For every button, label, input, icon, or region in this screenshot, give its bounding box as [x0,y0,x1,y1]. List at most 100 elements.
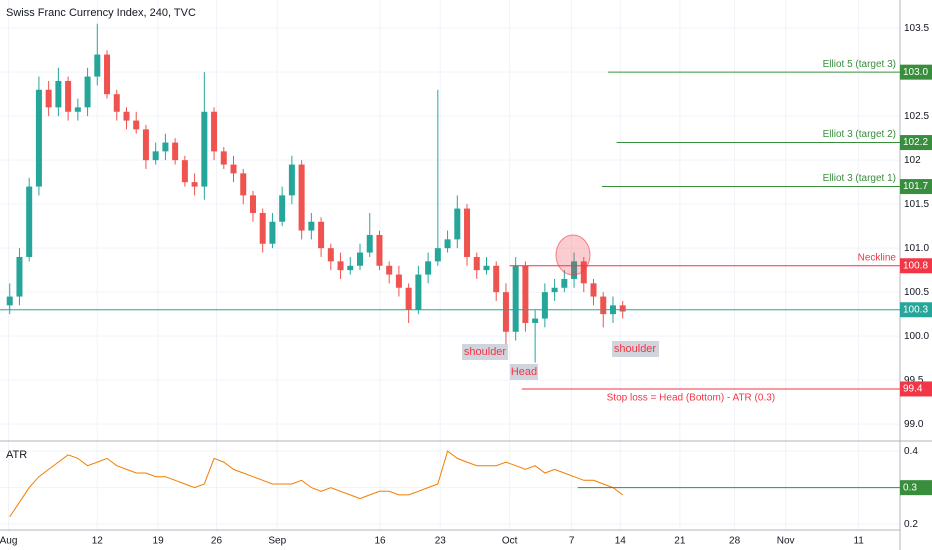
pattern-label: shoulder [464,346,507,358]
candle-body [65,80,72,112]
candle-body [55,80,62,108]
candle-body [104,54,111,95]
price-label-box [900,135,932,151]
price-label-box [900,302,932,318]
annotation-text: Elliot 3 (target 1) [823,173,896,184]
x-tick-label: 16 [375,536,387,547]
candle-body [123,111,130,121]
price-label-box [900,480,932,496]
candle-body [502,292,509,332]
label-box [462,344,508,360]
candle-body [152,151,159,161]
candle-body [279,195,286,222]
candle-body [522,265,529,323]
candle-body [376,234,383,266]
atr-line [9,450,624,518]
candle-body [259,212,266,244]
candle-body [6,296,13,306]
candle-body [619,305,626,312]
x-tick-label: 23 [435,536,447,547]
candle-body [162,142,169,152]
x-tick-label: 28 [729,536,741,547]
x-tick-label: 19 [153,536,165,547]
candle-body [26,186,33,257]
price-label: 101.7 [903,181,928,192]
candle-body [318,221,325,249]
candle-body [425,261,432,275]
price-label: 99.4 [903,384,923,395]
annotation-text: Elliot 3 (target 2) [823,129,896,140]
candle-body [327,248,334,262]
candle-body [84,76,91,108]
annotation-text: Elliot 5 (target 3) [823,59,896,70]
price-label: 0.3 [903,482,917,493]
candle-body [240,173,247,196]
y-tick-label: 102 [904,155,921,166]
candle-body [444,239,451,249]
candle-body [298,164,305,231]
candle-body [473,256,480,271]
annotation-text: Neckline [858,252,897,263]
chart-title: Swiss Franc Currency Index, 240, TVC [6,7,196,19]
candle-body [220,151,227,165]
y-tick-label: 0.2 [904,519,918,530]
candle-body [541,292,548,319]
pane-title: ATR [6,449,27,461]
candle-body [94,54,101,77]
x-tick-label: Sep [268,536,286,547]
candle-body [308,221,315,231]
candle-body [211,111,218,152]
label-box [510,364,538,380]
x-tick-label: 21 [674,536,686,547]
y-tick-label: 101.5 [904,199,929,210]
pattern-label: shoulder [614,343,657,355]
candle-body [386,265,393,275]
candle-body [113,94,120,112]
candle-body [269,221,276,244]
annotation-text: Stop loss = Head (Bottom) - ATR (0.3) [607,393,776,404]
candle-body [551,287,558,293]
candle-body [249,195,256,213]
candle-body [337,261,344,271]
price-label-box [900,258,932,274]
candle-body [45,89,52,108]
pattern-label: Head [511,366,537,378]
candle-body [191,182,198,187]
label-box [612,341,659,357]
candle-body [483,265,490,271]
y-tick-label: 99.0 [904,419,924,430]
price-label: 100.3 [903,304,928,315]
grid [0,0,900,530]
price-label-box [900,64,932,80]
x-tick-label: 7 [569,536,575,547]
price-label: 100.8 [903,260,928,271]
candle-body [288,164,295,196]
candle-body [580,261,587,284]
y-tick-label: 101.0 [904,243,929,254]
y-tick-label: 103.5 [904,23,929,34]
price-label-box [900,381,932,397]
candle-body [415,274,422,310]
marks [0,23,900,518]
candle-body [561,278,568,288]
y-tick-label: 102.5 [904,111,929,122]
candle-body [405,287,412,310]
candle-body [532,318,539,323]
candle-body [454,208,461,240]
x-tick-label: Nov [777,536,795,547]
y-tick-label: 100.5 [904,287,929,298]
y-tick-label: 100.0 [904,331,929,342]
candle-body [16,256,23,297]
x-tick-label: 11 [853,536,864,547]
candle-body [434,248,441,262]
candle-body [357,252,363,266]
x-tick-label: 26 [211,536,223,547]
candle-body [35,89,42,187]
candle-body [201,111,208,187]
x-tick-label: 12 [92,536,104,547]
candle-body [181,160,188,183]
candle-body [74,107,81,112]
